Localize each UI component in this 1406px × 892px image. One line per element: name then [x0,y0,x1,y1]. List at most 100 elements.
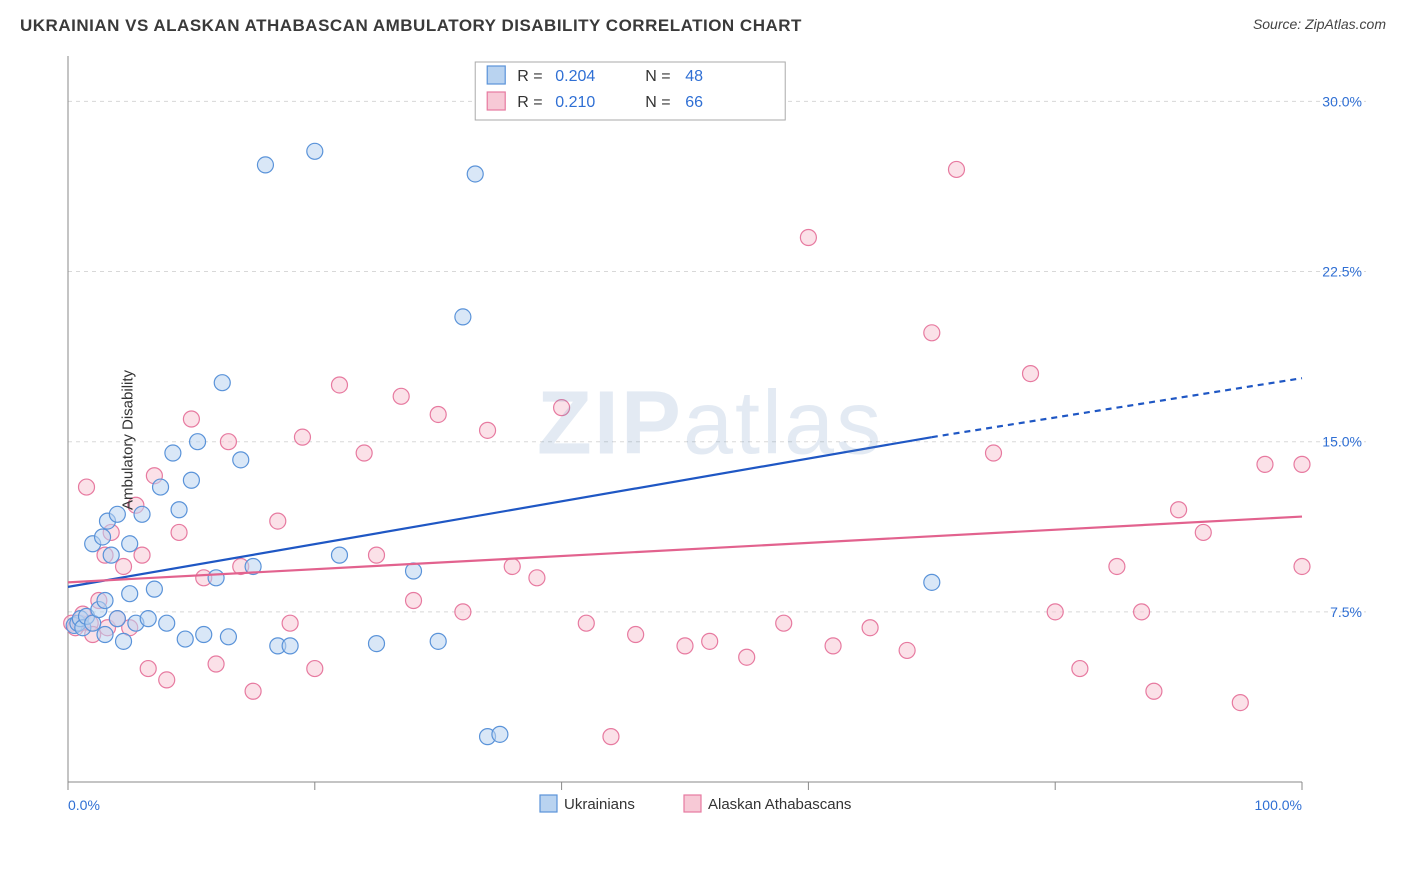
x-tick-label: 100.0% [1255,797,1302,813]
source-label: Source: [1253,16,1305,32]
chart-svg: 7.5%15.0%22.5%30.0%0.0%100.0%R =0.204N =… [50,50,1370,830]
scatter-point [356,445,372,461]
legend-r-value: 0.204 [555,68,595,85]
scatter-point [467,166,483,182]
y-tick-label: 30.0% [1322,93,1362,109]
scatter-point [122,586,138,602]
chart-title: UKRAINIAN VS ALASKAN ATHABASCAN AMBULATO… [20,16,802,36]
scatter-point [79,479,95,495]
scatter-point [220,434,236,450]
scatter-point [578,615,594,631]
scatter-point [282,638,298,654]
scatter-point [307,143,323,159]
source-value: ZipAtlas.com [1305,16,1386,32]
scatter-point [1294,456,1310,472]
scatter-point [208,656,224,672]
scatter-point [1023,366,1039,382]
scatter-point [899,642,915,658]
x-tick-label: 0.0% [68,797,100,813]
scatter-point [140,611,156,627]
scatter-point [1134,604,1150,620]
scatter-point [183,472,199,488]
scatter-point [116,633,132,649]
scatter-point [282,615,298,631]
series-label: Ukrainians [564,796,635,813]
scatter-point [492,726,508,742]
scatter-point [331,547,347,563]
series-swatch [540,795,557,812]
scatter-point [1294,558,1310,574]
scatter-point [140,661,156,677]
scatter-point [331,377,347,393]
scatter-point [270,513,286,529]
scatter-point [677,638,693,654]
scatter-point [294,429,310,445]
scatter-point [183,411,199,427]
scatter-point [146,581,162,597]
scatter-point [924,574,940,590]
scatter-point [862,620,878,636]
scatter-point [109,611,125,627]
trend-line [68,437,932,587]
scatter-point [103,547,119,563]
y-tick-label: 22.5% [1322,264,1362,280]
scatter-point [554,400,570,416]
scatter-point [406,563,422,579]
scatter-point [800,230,816,246]
scatter-point [603,729,619,745]
scatter-point [233,452,249,468]
scatter-point [369,547,385,563]
scatter-point [165,445,181,461]
scatter-point [1257,456,1273,472]
scatter-point [307,661,323,677]
scatter-point [369,636,385,652]
scatter-point [455,309,471,325]
scatter-point [628,627,644,643]
scatter-point [116,558,132,574]
legend-n-value: 66 [685,94,703,111]
scatter-point [825,638,841,654]
scatter-point [177,631,193,647]
scatter-point [393,388,409,404]
scatter-point [159,672,175,688]
chart-plot-area: Ambulatory Disability ZIPatlas 7.5%15.0%… [50,50,1370,830]
scatter-point [529,570,545,586]
legend-n-label: N = [645,94,670,111]
scatter-point [134,547,150,563]
scatter-point [122,536,138,552]
scatter-point [430,406,446,422]
scatter-point [159,615,175,631]
scatter-point [97,627,113,643]
legend-swatch [487,92,505,110]
scatter-point [214,375,230,391]
scatter-point [171,502,187,518]
scatter-point [776,615,792,631]
scatter-point [95,529,111,545]
scatter-point [986,445,1002,461]
scatter-point [480,422,496,438]
legend-r-value: 0.210 [555,94,595,111]
legend-n-label: N = [645,68,670,85]
scatter-point [97,593,113,609]
scatter-point [1195,524,1211,540]
scatter-point [171,524,187,540]
scatter-point [430,633,446,649]
y-tick-label: 15.0% [1322,434,1362,450]
scatter-point [455,604,471,620]
trend-line-ext [932,378,1302,437]
scatter-point [208,570,224,586]
scatter-point [1171,502,1187,518]
y-axis-label: Ambulatory Disability [120,370,137,510]
source-attribution: Source: ZipAtlas.com [1253,16,1386,32]
series-label: Alaskan Athabascans [708,796,851,813]
scatter-point [406,593,422,609]
scatter-point [245,683,261,699]
legend-swatch [487,66,505,84]
scatter-point [504,558,520,574]
scatter-point [190,434,206,450]
scatter-point [1146,683,1162,699]
scatter-point [220,629,236,645]
legend-n-value: 48 [685,68,703,85]
legend-r-label: R = [517,94,542,111]
legend-r-label: R = [517,68,542,85]
